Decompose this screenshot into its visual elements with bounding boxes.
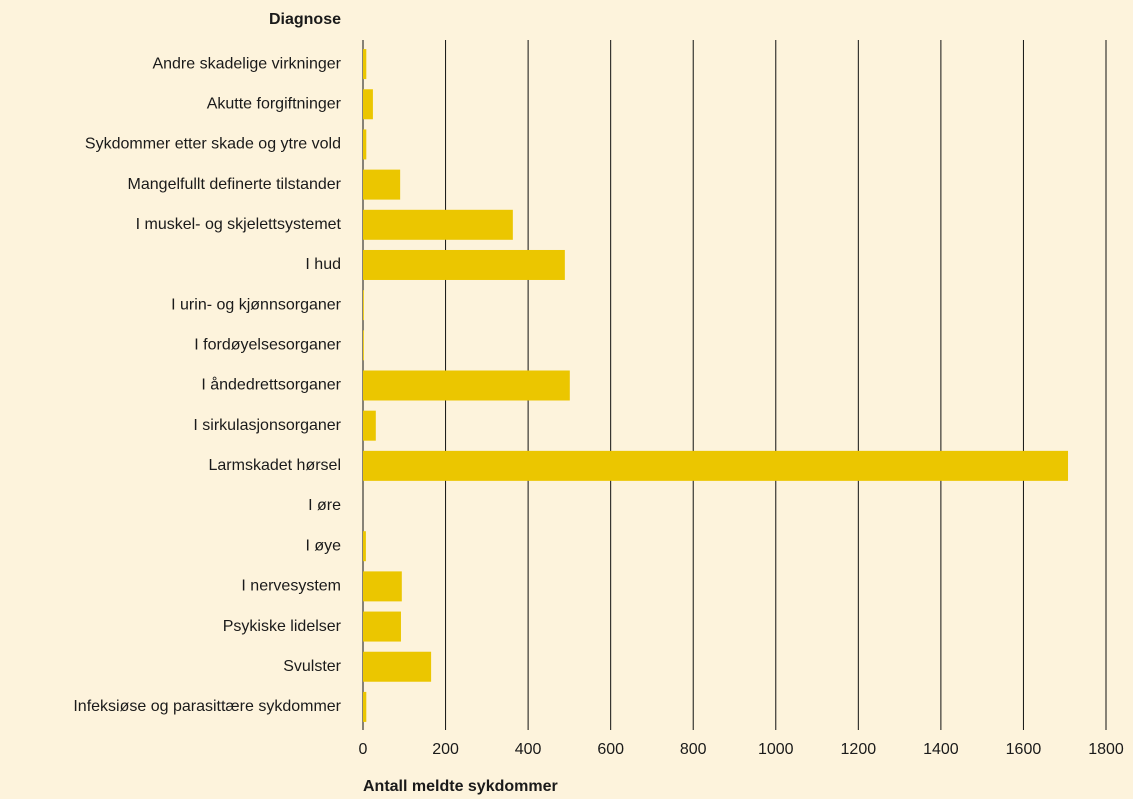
- bar: [363, 89, 373, 120]
- y-tick-label: I øre: [308, 497, 341, 514]
- x-tick-label: 1200: [841, 741, 877, 758]
- y-tick-label: Larmskadet hørsel: [209, 457, 342, 474]
- x-tick-label: 0: [359, 741, 368, 758]
- bar: [363, 691, 367, 722]
- y-tick-label: Psykiske lidelser: [223, 618, 342, 635]
- bar: [363, 651, 432, 682]
- x-tick-label: 800: [680, 741, 707, 758]
- bar: [363, 209, 513, 240]
- bar: [363, 531, 366, 562]
- x-axis-title: Antall meldte sykdommer: [363, 778, 558, 795]
- y-tick-label: I urin- og kjønnsorganer: [171, 296, 342, 313]
- bar: [363, 169, 401, 200]
- bar: [363, 410, 376, 441]
- bar: [363, 49, 367, 80]
- y-tick-label: I åndedrettsorganer: [201, 376, 341, 394]
- bar: [363, 129, 367, 160]
- x-tick-label: 1400: [923, 741, 959, 758]
- y-tick-label: Infeksiøse og parasittære sykdommer: [73, 698, 341, 715]
- y-tick-label: Sykdommer etter skade og ytre vold: [85, 136, 341, 153]
- y-tick-label: Mangelfullt definerte tilstander: [128, 176, 342, 193]
- y-tick-label: I fordøyelsesorganer: [194, 337, 341, 354]
- bar: [363, 450, 1069, 481]
- y-tick-label: Andre skadelige virkninger: [152, 55, 341, 72]
- x-tick-label: 600: [597, 741, 624, 758]
- y-tick-label: Svulster: [283, 658, 341, 675]
- x-tick-label: 400: [515, 741, 542, 758]
- x-tick-label: 1000: [758, 741, 794, 758]
- x-tick-label: 200: [432, 741, 459, 758]
- y-axis-title: Diagnose: [269, 11, 341, 28]
- y-tick-label: I muskel- og skjelettsystemet: [136, 216, 342, 233]
- y-tick-label: Akutte forgiftninger: [207, 95, 342, 112]
- bar: [363, 370, 570, 401]
- x-tick-label: 1800: [1088, 741, 1124, 758]
- bar: [363, 611, 401, 642]
- bar: [363, 571, 402, 602]
- y-tick-label: I sirkulasjonsorganer: [193, 417, 341, 434]
- y-tick-label: I nervesystem: [241, 578, 341, 595]
- x-tick-label: 1600: [1006, 741, 1042, 758]
- bar: [363, 330, 364, 361]
- bar: [363, 290, 364, 321]
- y-tick-label: I hud: [305, 256, 341, 273]
- y-tick-label: I øye: [305, 537, 341, 554]
- bar: [363, 249, 565, 280]
